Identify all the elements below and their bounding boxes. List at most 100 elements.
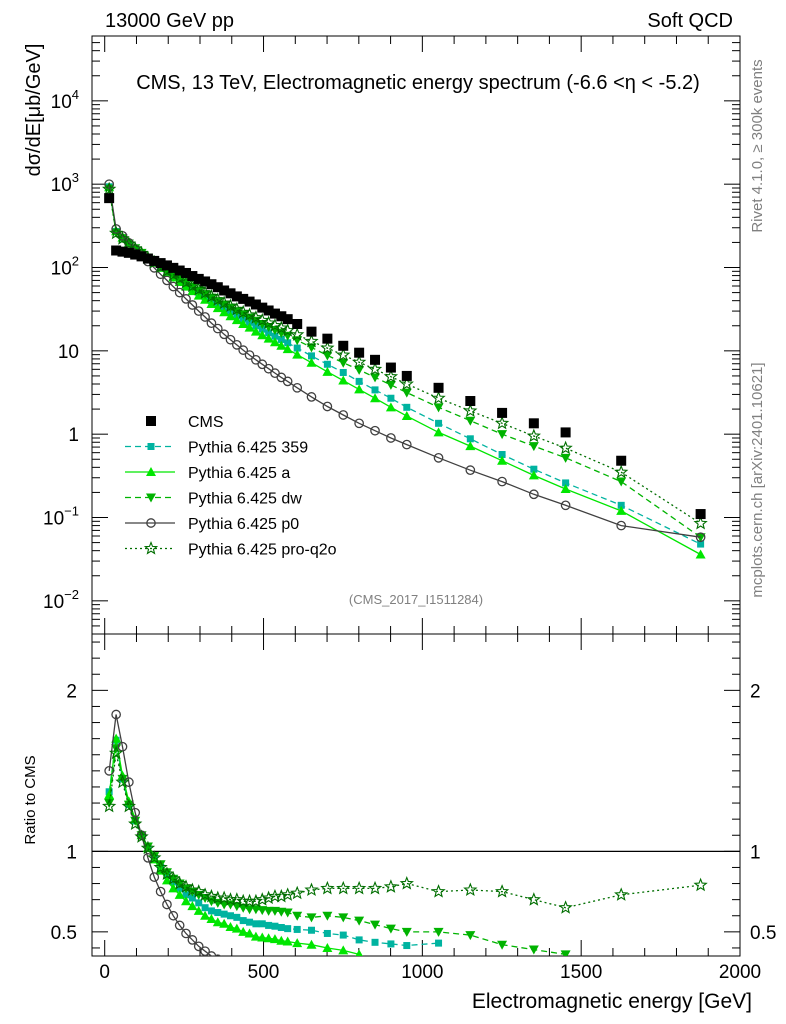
ratio-point-pythia-6-425-a bbox=[161, 875, 172, 885]
x-tick-label: 500 bbox=[248, 962, 280, 983]
main-point-pythia-6-425-dw bbox=[465, 416, 476, 426]
ratio-point-pythia-6-425-pro-q2o bbox=[614, 887, 629, 901]
main-point-cms bbox=[338, 340, 349, 351]
main-point-cms bbox=[292, 318, 303, 329]
ratio-point-pythia-6-425-359 bbox=[323, 929, 331, 937]
main-point-pythia-6-425-dw bbox=[282, 331, 293, 341]
ratio-point-pythia-6-425-a bbox=[282, 936, 293, 946]
ratio-point-pythia-6-425-359 bbox=[307, 926, 315, 934]
main-point-cms bbox=[433, 382, 444, 393]
ratio-point-pythia-6-425-dw bbox=[385, 924, 396, 934]
ratio-point-pythia-6-425-dw bbox=[354, 916, 365, 926]
ratio-point-pythia-6-425-pro-q2o bbox=[185, 882, 200, 897]
ratio-point-pythia-6-425-359 bbox=[271, 922, 279, 930]
ratio-point-pythia-6-425-a bbox=[338, 945, 349, 955]
main-point-pythia-6-425-dw bbox=[206, 293, 217, 303]
main-point-pythia-6-425-p0 bbox=[219, 329, 229, 340]
chart-title: CMS, 13 TeV, Electromagnetic energy spec… bbox=[136, 72, 700, 94]
main-point-pythia-6-425-pro-q2o bbox=[197, 285, 213, 300]
main-point-pythia-6-425-p0 bbox=[497, 476, 507, 487]
main-point-pythia-6-425-359 bbox=[258, 325, 266, 333]
ratio-point-pythia-6-425-dw bbox=[401, 927, 412, 937]
main-point-cms bbox=[136, 251, 147, 262]
ratio-point-pythia-6-425-pro-q2o bbox=[494, 884, 510, 898]
main-point-pythia-6-425-359 bbox=[387, 394, 395, 402]
main-point-cms bbox=[117, 246, 128, 257]
ratio-point-pythia-6-425-p0 bbox=[149, 872, 160, 882]
ratio-point-pythia-6-425-dw bbox=[306, 913, 317, 923]
main-point-pythia-6-425-pro-q2o bbox=[191, 281, 206, 296]
ratio-point-pythia-6-425-359 bbox=[182, 891, 190, 899]
ratio-point-pythia-6-425-pro-q2o bbox=[526, 892, 541, 906]
ratio-series-layer bbox=[102, 709, 708, 956]
main-point-cms bbox=[370, 354, 381, 365]
ratio-point-pythia-6-425-dw bbox=[497, 940, 508, 950]
y-tick-label: 10−1 bbox=[43, 504, 79, 530]
ratio-y-tick-label: 2 bbox=[66, 681, 77, 702]
main-point-pythia-6-425-359 bbox=[530, 465, 538, 473]
ratio-point-pythia-6-425-a bbox=[219, 918, 230, 928]
main-point-pythia-6-425-p0 bbox=[162, 275, 172, 286]
main-point-pythia-6-425-dw bbox=[497, 430, 508, 440]
legend-marker-pythia-6-425-359 bbox=[147, 443, 155, 450]
main-point-pythia-6-425-p0 bbox=[292, 382, 303, 393]
ratio-y-axis-label: Ratio to CMS bbox=[22, 755, 39, 844]
ratio-point-pythia-6-425-a bbox=[250, 931, 261, 941]
ratio-point-pythia-6-425-pro-q2o bbox=[431, 884, 446, 898]
ratio-point-pythia-6-425-pro-q2o bbox=[399, 876, 414, 890]
ratio-point-pythia-6-425-dw bbox=[292, 911, 303, 921]
ratio-point-pythia-6-425-359 bbox=[284, 925, 292, 933]
main-point-cms bbox=[193, 273, 204, 284]
main-point-pythia-6-425-a bbox=[385, 402, 396, 412]
ratio-point-pythia-6-425-a bbox=[269, 934, 280, 944]
x-tick-label: 0 bbox=[99, 962, 110, 983]
main-point-pythia-6-425-a bbox=[695, 549, 706, 559]
main-point-pythia-6-425-a bbox=[528, 470, 539, 480]
y-tick-label: 10−2 bbox=[43, 587, 79, 613]
main-line-pythia-6-425-p0 bbox=[108, 184, 701, 538]
ratio-point-pythia-6-425-p0 bbox=[200, 946, 210, 956]
main-point-pythia-6-425-359 bbox=[697, 540, 705, 548]
main-line-pythia-6-425-dw bbox=[108, 188, 701, 538]
ratio-point-pythia-6-425-a bbox=[206, 913, 217, 923]
ratio-point-pythia-6-425-a bbox=[263, 933, 274, 943]
ratio-point-pythia-6-425-359 bbox=[258, 920, 266, 928]
rivet-version-label: Rivet 4.1.0, ≥ 300k events bbox=[749, 59, 766, 232]
ratio-point-pythia-6-425-dw bbox=[528, 945, 539, 955]
ratio-point-pythia-6-425-pro-q2o bbox=[134, 829, 149, 843]
legend-label-pythia-6-425-dw: Pythia 6.425 dw bbox=[188, 491, 302, 508]
main-point-pythia-6-425-a bbox=[616, 505, 627, 515]
main-point-pythia-6-425-359 bbox=[307, 352, 315, 360]
ratio-point-pythia-6-425-a bbox=[187, 901, 198, 911]
ratio-point-pythia-6-425-a bbox=[322, 942, 333, 952]
main-point-pythia-6-425-p0 bbox=[695, 532, 706, 543]
ratio-point-pythia-6-425-dw bbox=[244, 905, 255, 915]
ratio-point-pythia-6-425-359 bbox=[277, 924, 285, 932]
main-point-pythia-6-425-p0 bbox=[465, 465, 476, 476]
main-point-pythia-6-425-a bbox=[206, 298, 217, 308]
analysis-tag: (CMS_2017_I1511284) bbox=[349, 592, 483, 607]
ratio-point-pythia-6-425-a bbox=[200, 910, 211, 920]
ratio-point-pythia-6-425-a bbox=[111, 733, 122, 743]
main-point-pythia-6-425-359 bbox=[271, 332, 279, 340]
main-point-pythia-6-425-p0 bbox=[401, 439, 412, 450]
ratio-line-pythia-6-425-pro-q2o bbox=[108, 752, 701, 909]
x-tick-label: 1500 bbox=[560, 962, 602, 983]
legend-label-cms: CMS bbox=[188, 414, 224, 431]
main-point-pythia-6-425-dw bbox=[433, 403, 444, 413]
main-point-cms bbox=[465, 396, 476, 407]
main-point-pythia-6-425-p0 bbox=[225, 334, 236, 345]
main-axis-ticks: 10−2 10−1 1 10 102 103 104 bbox=[43, 35, 741, 635]
main-point-pythia-6-425-pro-q2o bbox=[102, 181, 117, 196]
ratio-y-tick-label: 1 bbox=[66, 842, 77, 863]
ratio-point-pythia-6-425-pro-q2o bbox=[280, 887, 295, 901]
main-point-pythia-6-425-pro-q2o bbox=[185, 278, 200, 293]
main-point-pythia-6-425-a bbox=[292, 349, 303, 359]
main-point-pythia-6-425-p0 bbox=[206, 318, 217, 328]
main-point-cms bbox=[174, 265, 185, 276]
main-point-pythia-6-425-pro-q2o bbox=[248, 310, 264, 324]
main-point-pythia-6-425-a bbox=[250, 326, 261, 336]
main-point-pythia-6-425-pro-q2o bbox=[494, 415, 510, 430]
main-point-pythia-6-425-pro-q2o bbox=[274, 320, 289, 335]
